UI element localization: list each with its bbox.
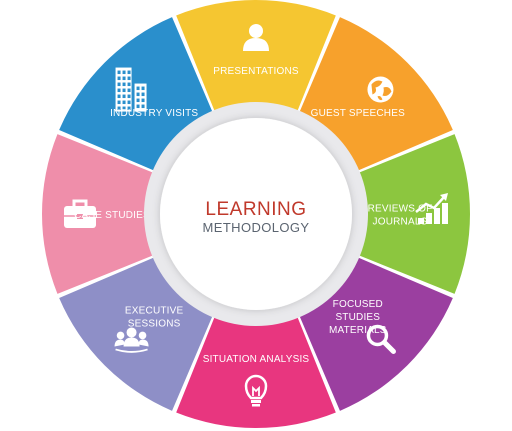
segment-5: EXECUTIVE SESSIONS <box>59 257 213 411</box>
lightbulb-icon <box>244 374 268 407</box>
person-icon <box>243 24 269 51</box>
center-title: LEARNING <box>205 199 306 220</box>
segment-label: INDUSTRY VISITS <box>110 108 198 119</box>
segment-label: SITUATION ANALYSIS <box>203 354 310 365</box>
segment-0: PRESENTATIONS <box>176 0 336 112</box>
segment-4: SITUATION ANALYSIS <box>176 316 336 428</box>
segment-shape <box>176 0 336 112</box>
segment-7: INDUSTRY VISITS <box>59 17 213 171</box>
magnifier-icon <box>366 324 396 354</box>
segment-shape <box>358 134 470 294</box>
segment-label: REVIEWS OF JOURNALS <box>368 204 433 228</box>
segment-label: GUEST SPEECHES <box>311 108 405 119</box>
segment-shape <box>299 257 453 411</box>
center-subtitle: METHODOLOGY <box>203 220 310 235</box>
segments-group: PRESENTATIONS GUEST SPEECHES REVIEWS OF JOU… <box>41 0 470 428</box>
globe-icon <box>367 76 394 103</box>
segment-label: CASE STUDIES <box>74 210 150 221</box>
growth-chart-icon <box>415 193 448 224</box>
segment-3: FOCUSED STUDIES MATERIALS <box>299 257 453 411</box>
segment-label: FOCUSED STUDIES MATERIALS <box>329 299 387 336</box>
segment-label: EXECUTIVE SESSIONS <box>125 305 184 329</box>
hub-circle <box>160 118 352 310</box>
segment-1: GUEST SPEECHES <box>299 17 453 171</box>
team-icon <box>114 327 149 353</box>
briefcase-icon <box>64 199 96 228</box>
segment-shape <box>176 316 336 428</box>
segment-shape <box>41 134 154 294</box>
segment-6: CASE STUDIES <box>41 134 154 294</box>
segment-label: PRESENTATIONS <box>213 66 299 77</box>
buildings-icon <box>115 67 147 112</box>
segment-2: REVIEWS OF JOURNALS <box>358 134 470 294</box>
